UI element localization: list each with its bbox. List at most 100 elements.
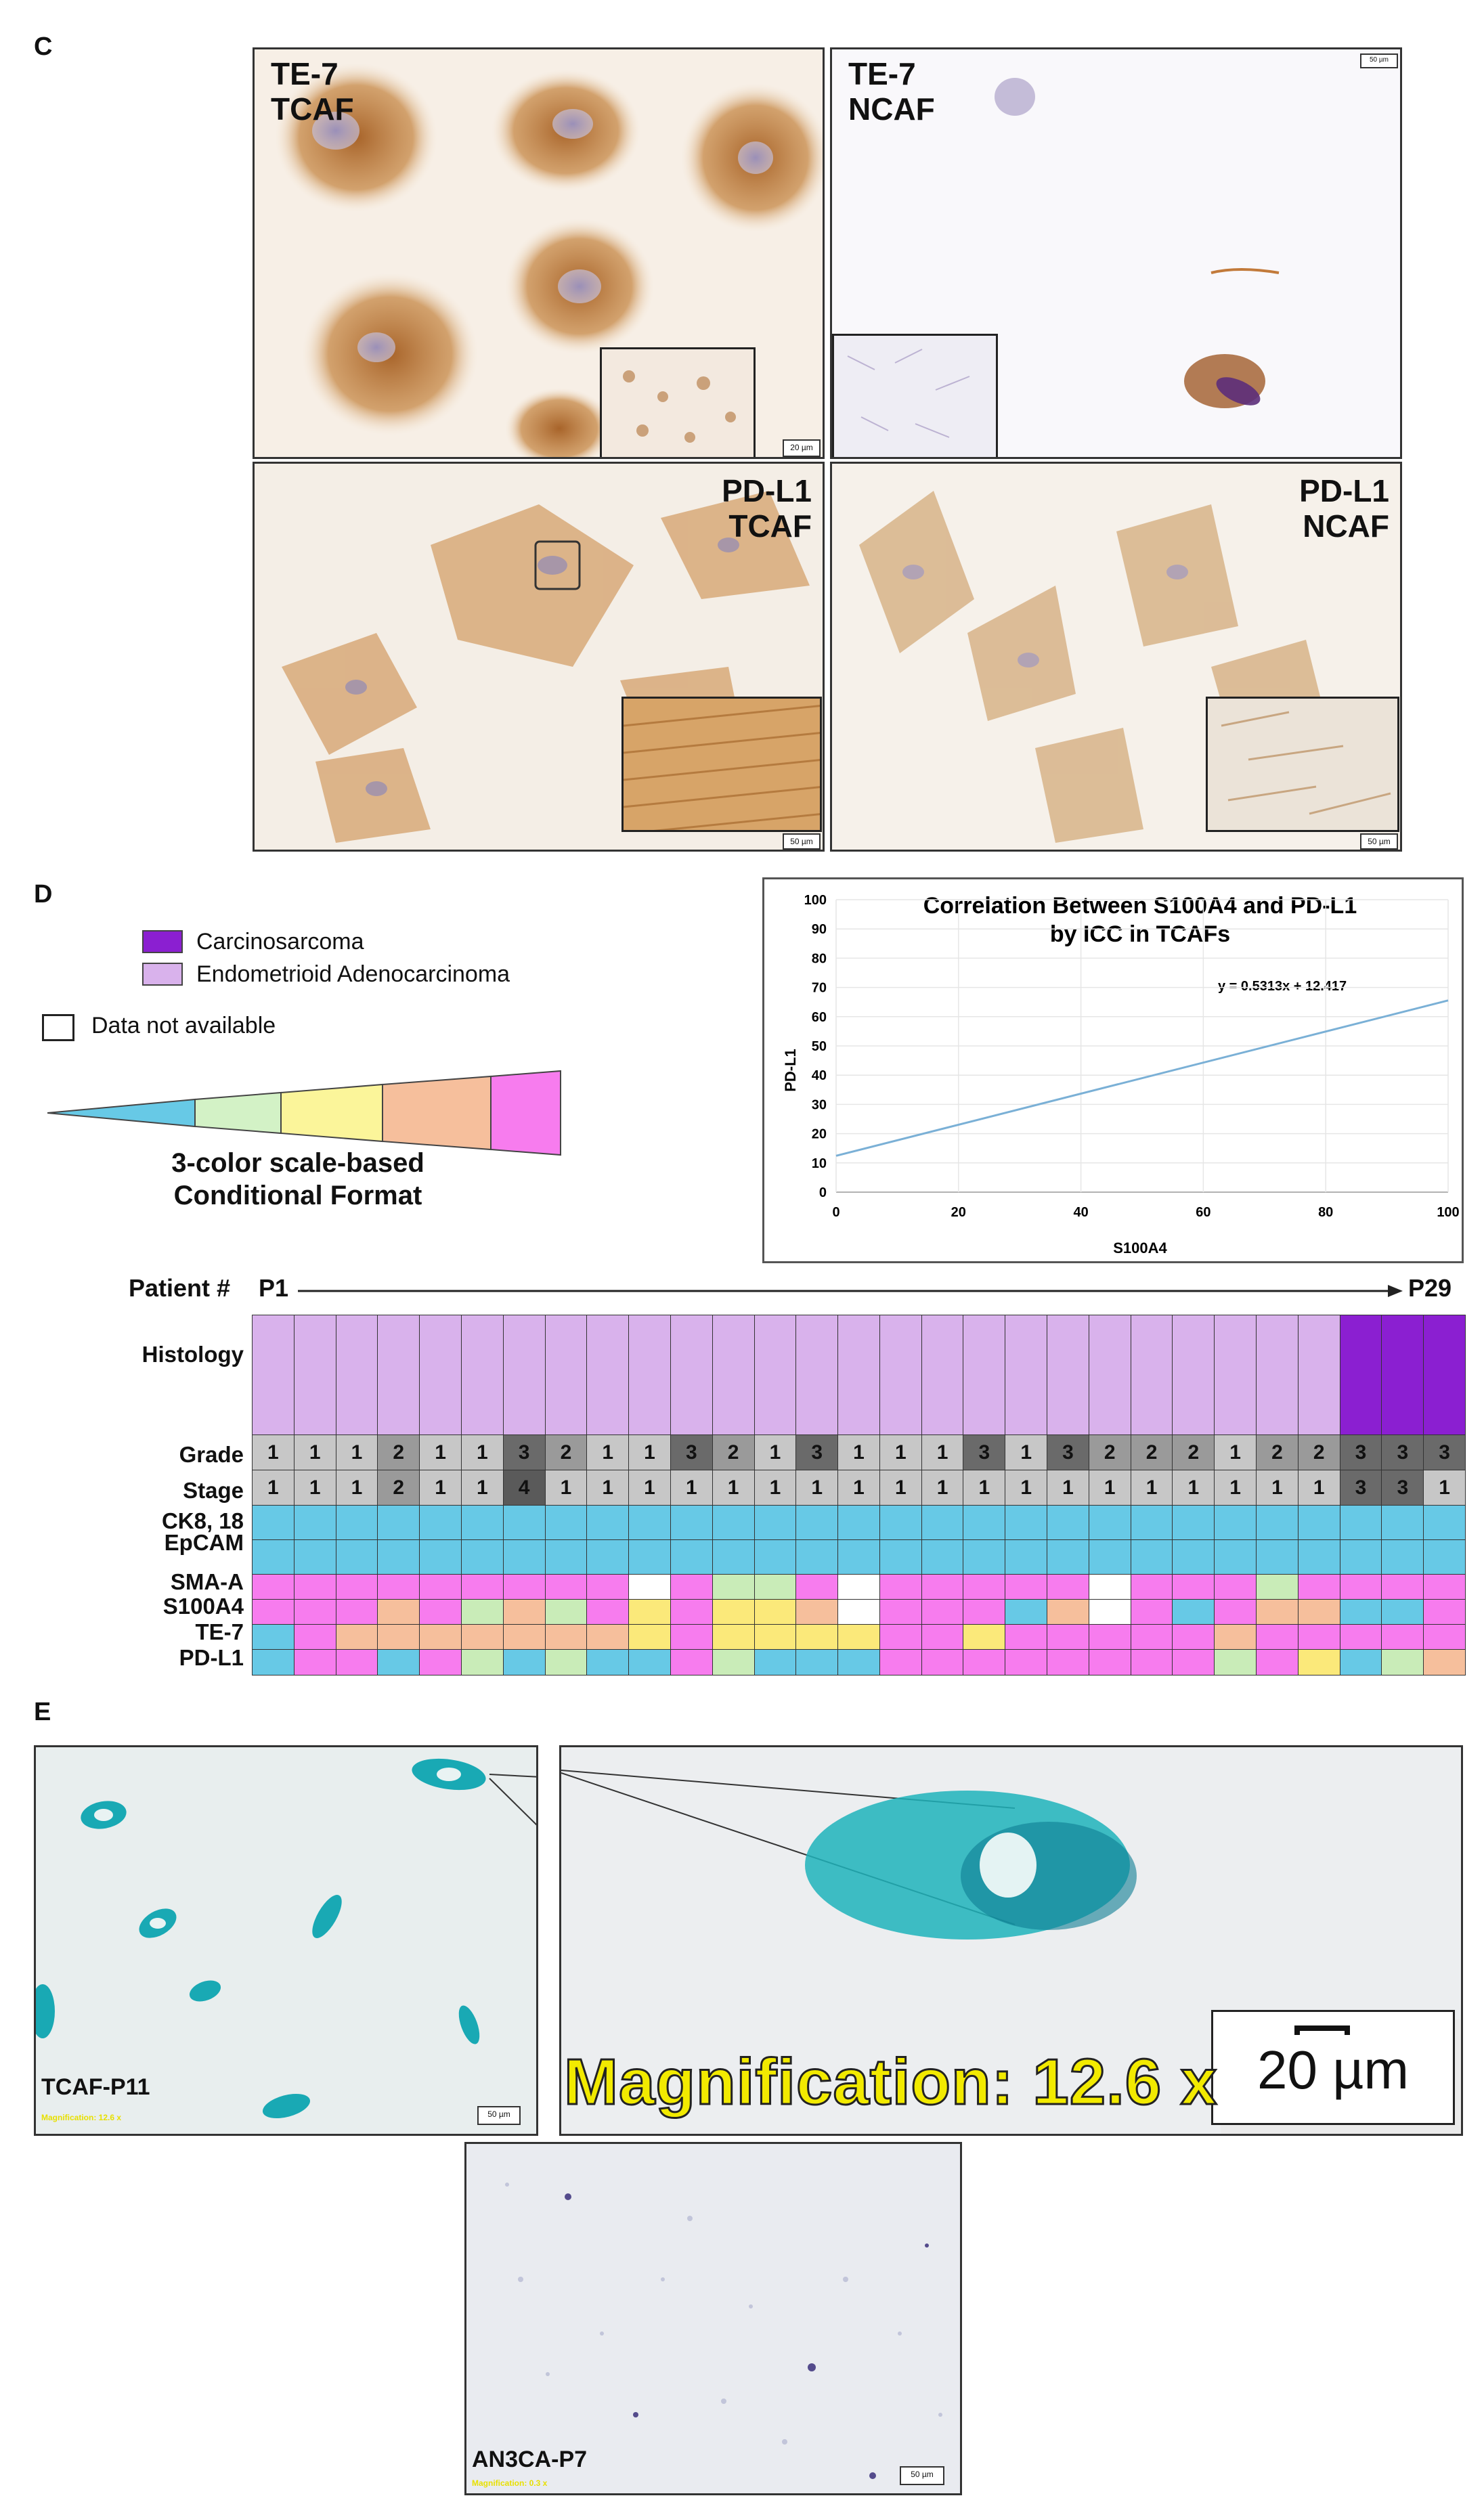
micrograph-tcaf-p11-zoom: 20 µm Magnification: 12.6 x: [559, 1745, 1463, 2136]
te7-cell: [1214, 1624, 1257, 1650]
panel-c-letter: C: [34, 32, 53, 61]
te7-cell: [1381, 1624, 1424, 1650]
row-label: S100A4: [162, 1594, 244, 1619]
te7-cell: [419, 1624, 462, 1650]
te7-cell: [670, 1624, 713, 1650]
smaa-cell: [963, 1574, 1006, 1600]
histology-cell: [1297, 1315, 1340, 1435]
inset-image: [600, 347, 756, 457]
label-an3ca-p7: AN3CA-P7: [472, 2447, 588, 2472]
stage-cell: 1: [335, 1470, 378, 1506]
grade-cell: 1: [921, 1434, 964, 1470]
pdl1-cell: [1172, 1649, 1215, 1675]
pdl1-cell: [586, 1649, 630, 1675]
stage-cell: 1: [1297, 1470, 1340, 1506]
s100a4-cell: [837, 1599, 880, 1625]
scale-bar: 50 µm: [900, 2466, 944, 2485]
ck818-cell: [795, 1505, 839, 1540]
smaa-cell: [712, 1574, 755, 1600]
x-tick-label: 60: [1196, 1205, 1210, 1220]
x-tick-label: 0: [832, 1205, 839, 1220]
color-scale-caption: 3-color scale-based Conditional Format: [171, 1148, 424, 1210]
magnification-text: Magnification: 12.6 x: [41, 2113, 122, 2122]
first-patient-label: P1: [259, 1274, 289, 1302]
micrograph-pdl1-ncaf: PD-L1 NCAF 50 µm: [830, 462, 1402, 852]
ck818-cell: [1297, 1505, 1340, 1540]
x-tick-label: 80: [1318, 1205, 1333, 1220]
ck818-cell: [670, 1505, 713, 1540]
s100a4-cell: [544, 1599, 588, 1625]
ck818-cell: [628, 1505, 671, 1540]
micrograph-te7-ncaf: TE-7 NCAF 50 µm: [830, 47, 1402, 459]
inset-image: [832, 334, 998, 457]
smaa-cell: [293, 1574, 336, 1600]
ck818-cell: [712, 1505, 755, 1540]
y-tick-label: 60: [812, 1010, 827, 1025]
stained-cells-zoom-image: [561, 1770, 1137, 1940]
row-label: EpCAM: [164, 1530, 244, 1555]
stage-cell: 3: [1339, 1470, 1382, 1506]
grade-cell: 1: [628, 1434, 671, 1470]
te7-cell: [879, 1624, 922, 1650]
te7-cell: [795, 1624, 839, 1650]
epcam-cell: [419, 1539, 462, 1575]
smaa-cell: [1172, 1574, 1215, 1600]
smaa-cell: [754, 1574, 797, 1600]
micrograph-pdl1-tcaf: PD-L1 TCAF 50 µm: [253, 462, 825, 852]
epcam-cell: [1088, 1539, 1131, 1575]
stage-cell: 1: [1256, 1470, 1298, 1506]
grade-cell: 2: [1256, 1434, 1298, 1470]
row-label: Histology: [141, 1342, 244, 1367]
s100a4-cell: [712, 1599, 755, 1625]
ck818-cell: [419, 1505, 462, 1540]
s100a4-cell: [921, 1599, 964, 1625]
panel-e-letter: E: [34, 1698, 51, 1726]
ck818-cell: [377, 1505, 420, 1540]
epcam-cell: [1005, 1539, 1048, 1575]
epcam-cell: [1214, 1539, 1257, 1575]
ck818-cell: [293, 1505, 336, 1540]
epcam-cell: [879, 1539, 922, 1575]
pdl1-cell: [837, 1649, 880, 1675]
epcam-cell: [544, 1539, 588, 1575]
grade-cell: 2: [1297, 1434, 1340, 1470]
epcam-cell: [1381, 1539, 1424, 1575]
ck818-cell: [586, 1505, 630, 1540]
histology-cell: [1423, 1315, 1466, 1435]
grade-cell: 3: [795, 1434, 839, 1470]
label-pdl1: PD-L1 NCAF: [1299, 473, 1389, 544]
histology-cell: [628, 1315, 671, 1435]
te7-cell: [544, 1624, 588, 1650]
ck818-cell: [1130, 1505, 1173, 1540]
scale-bar: 20 µm: [783, 439, 821, 457]
epcam-cell: [252, 1539, 294, 1575]
label-te7: TE-7 TCAF: [271, 56, 354, 127]
ck818-cell: [1423, 1505, 1466, 1540]
te7-cell: [1047, 1624, 1089, 1650]
plot-area: 0 10 20 30 40 50 60 70 80 90 100 0 20 40 60 80 100: [804, 893, 1460, 1220]
te7-cell: [1005, 1624, 1048, 1650]
inset-image: [1206, 697, 1399, 832]
legend-label-not-available: Data not available: [91, 1013, 276, 1038]
smaa-cell: [1088, 1574, 1131, 1600]
histology-cell: [586, 1315, 630, 1435]
te7-cell: [754, 1624, 797, 1650]
stage-cell: 1: [795, 1470, 839, 1506]
histology-cell: [252, 1315, 294, 1435]
pdl1-cell: [293, 1649, 336, 1675]
ck818-cell: [963, 1505, 1006, 1540]
epcam-cell: [586, 1539, 630, 1575]
histology-cell: [419, 1315, 462, 1435]
patient-axis-label: Patient #: [129, 1274, 231, 1302]
color-scale-wedge: [47, 1070, 561, 1156]
grade-cell: 2: [1088, 1434, 1131, 1470]
s100a4-cell: [628, 1599, 671, 1625]
s100a4-cell: [335, 1599, 378, 1625]
scale-bar: 50 µm: [477, 2106, 521, 2125]
pdl1-cell: [419, 1649, 462, 1675]
s100a4-cell: [879, 1599, 922, 1625]
te7-cell: [628, 1624, 671, 1650]
pdl1-cell: [1423, 1649, 1466, 1675]
stage-cell: 1: [1047, 1470, 1089, 1506]
smaa-cell: [1381, 1574, 1424, 1600]
